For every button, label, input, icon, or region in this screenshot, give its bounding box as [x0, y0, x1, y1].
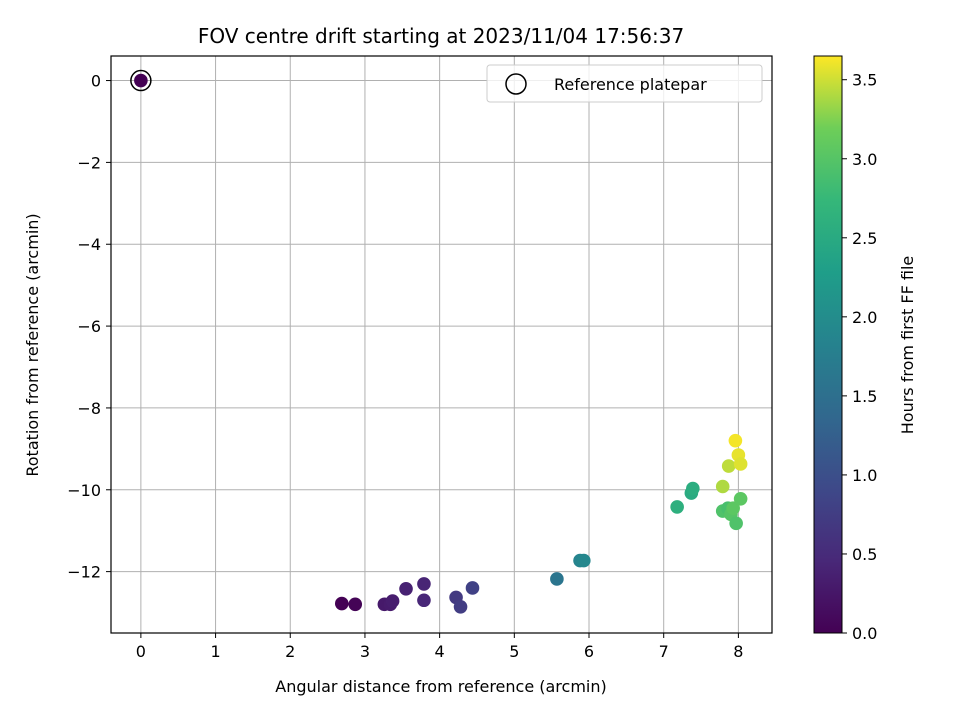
- x-tick-label: 6: [584, 642, 594, 661]
- colorbar-tick-label: 0.5: [852, 545, 877, 564]
- x-tick-label: 5: [509, 642, 519, 661]
- colorbar-tick-label: 1.0: [852, 466, 877, 485]
- data-point: [728, 433, 743, 448]
- data-point: [721, 459, 736, 473]
- colorbar-tick-label: 0.0: [852, 624, 877, 643]
- data-point: [715, 479, 730, 494]
- data-points: [134, 73, 748, 614]
- data-point: [733, 491, 748, 506]
- x-tick-label: 4: [435, 642, 445, 661]
- colorbar: 0.0 0.5 1.0 1.5 2.0 2.5 3.0 3.5 Hours from firs…: [813, 55, 917, 643]
- x-tick-label: 8: [733, 642, 743, 661]
- legend-marker: [505, 73, 527, 95]
- colorbar-label: Hours from first FF file: [898, 256, 917, 435]
- data-point: [733, 457, 748, 471]
- y-tick-label: −6: [77, 317, 101, 336]
- data-point: [670, 500, 684, 514]
- x-axis-ticks: 0 1 2 3 4 5 6 7 8: [136, 633, 743, 661]
- reference-point: [130, 69, 152, 92]
- colorbar-tick-label: 3.5: [852, 71, 877, 90]
- data-point: [417, 593, 431, 608]
- data-point: [385, 594, 400, 608]
- legend-entry: Reference platepar: [554, 75, 707, 94]
- y-tick-label: −4: [77, 235, 101, 254]
- data-point: [465, 581, 480, 595]
- y-axis-label: Rotation from reference (arcmin): [23, 213, 42, 476]
- data-point: [576, 553, 591, 568]
- x-tick-label: 2: [285, 642, 295, 661]
- x-tick-label: 7: [659, 642, 669, 661]
- y-tick-label: −12: [67, 563, 101, 582]
- y-tick-label: −8: [77, 399, 101, 418]
- y-tick-label: −10: [67, 481, 101, 500]
- data-point: [453, 600, 468, 614]
- x-tick-label: 1: [210, 642, 220, 661]
- data-point: [686, 481, 700, 496]
- x-axis-label: Angular distance from reference (arcmin): [275, 677, 606, 696]
- y-axis-ticks: 0 −2 −4 −6 −8 −10 −12: [67, 72, 111, 582]
- data-point: [348, 597, 363, 612]
- data-point: [399, 582, 413, 596]
- grid-lines: [111, 56, 772, 633]
- y-tick-label: −2: [77, 153, 101, 172]
- data-point: [726, 501, 740, 515]
- data-point: [550, 572, 564, 586]
- chart-title: FOV centre drift starting at 2023/11/04 …: [198, 24, 684, 48]
- colorbar-gradient: [813, 55, 843, 634]
- legend: Reference platepar: [486, 64, 763, 103]
- colorbar-tick-label: 3.0: [852, 150, 877, 169]
- data-point: [134, 73, 148, 88]
- colorbar-tick-label: 1.5: [852, 387, 877, 406]
- reference-marker: [130, 69, 152, 92]
- x-tick-label: 0: [136, 642, 146, 661]
- data-point: [729, 516, 743, 531]
- colorbar-tick-label: 2.5: [852, 229, 877, 248]
- data-point: [334, 596, 349, 611]
- legend-box: [486, 64, 763, 103]
- colorbar-tick-label: 2.0: [852, 308, 877, 327]
- plot-frame: [110, 55, 773, 634]
- data-point: [417, 577, 431, 591]
- x-tick-label: 3: [360, 642, 370, 661]
- colorbar-ticks: 0.0 0.5 1.0 1.5 2.0 2.5 3.0 3.5: [842, 71, 877, 643]
- y-tick-label: 0: [91, 72, 101, 91]
